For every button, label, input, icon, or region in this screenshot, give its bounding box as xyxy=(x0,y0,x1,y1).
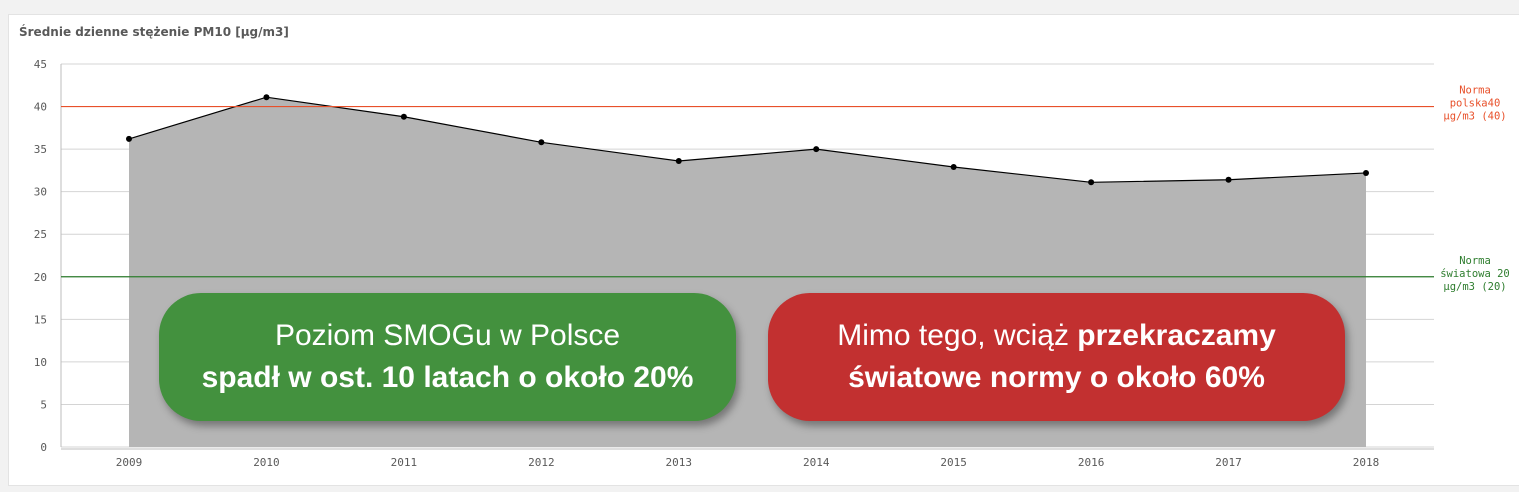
data-point-2017 xyxy=(1225,176,1232,183)
y-tick-label: 45 xyxy=(34,58,47,71)
callout-red-line1-normal: Mimo tego, wciąż xyxy=(837,319,1078,352)
reference-label-40: polska40 xyxy=(1450,98,1501,110)
x-tick-label: 2009 xyxy=(116,456,143,469)
x-tick-label: 2015 xyxy=(940,456,967,469)
y-tick-label: 35 xyxy=(34,143,47,156)
y-tick-label: 30 xyxy=(34,186,47,199)
reference-label-20: Norma xyxy=(1459,255,1491,267)
callout-smog-decrease: Poziom SMOGu w Polsce spadł w ost. 10 la… xyxy=(159,293,736,421)
reference-label-20: światowa 20 xyxy=(1440,268,1510,280)
data-point-2016 xyxy=(1088,179,1095,186)
data-point-2013 xyxy=(675,158,682,165)
x-tick-label: 2013 xyxy=(666,456,693,469)
x-tick-label: 2014 xyxy=(803,456,830,469)
data-point-2018 xyxy=(1363,169,1369,176)
callout-norm-exceeded: Mimo tego, wciąż przekraczamy światowe n… xyxy=(768,293,1345,421)
y-tick-label: 5 xyxy=(40,398,47,411)
callout-red-line2: światowe normy o około 60% xyxy=(848,361,1265,394)
x-tick-label: 2017 xyxy=(1215,456,1242,469)
data-point-2010 xyxy=(263,94,270,101)
x-tick-label: 2016 xyxy=(1078,456,1105,469)
y-tick-label: 20 xyxy=(34,271,47,284)
y-tick-label: 15 xyxy=(34,313,47,326)
x-tick-label: 2011 xyxy=(391,456,418,469)
x-tick-label: 2010 xyxy=(253,456,280,469)
y-tick-label: 0 xyxy=(40,441,47,454)
chart-panel: Średnie dzienne stężenie PM10 [µg/m3] 0 5… xyxy=(8,14,1519,486)
data-point-2015 xyxy=(950,163,957,170)
x-tick-label: 2012 xyxy=(528,456,555,469)
reference-label-20: µg/m3 (20) xyxy=(1443,281,1506,293)
data-point-2009 xyxy=(126,135,132,142)
reference-label-40: Norma xyxy=(1459,85,1491,97)
x-tick-label: 2018 xyxy=(1353,456,1380,469)
chart-title: Średnie dzienne stężenie PM10 [µg/m3] xyxy=(19,25,289,39)
callout-red-line1: Mimo tego, wciąż przekraczamy xyxy=(768,315,1345,357)
data-point-2014 xyxy=(813,146,820,153)
data-point-2012 xyxy=(538,139,545,146)
callout-red-line1-bold: przekraczamy xyxy=(1077,319,1276,352)
y-tick-label: 40 xyxy=(34,101,47,114)
y-tick-label: 25 xyxy=(34,228,47,241)
callout-green-line1: Poziom SMOGu w Polsce xyxy=(274,319,621,352)
data-point-2011 xyxy=(400,113,407,120)
callout-green-line2: spadł w ost. 10 latach o około 20% xyxy=(201,361,694,394)
y-tick-label: 10 xyxy=(34,356,47,369)
reference-label-40: µg/m3 (40) xyxy=(1443,111,1506,123)
